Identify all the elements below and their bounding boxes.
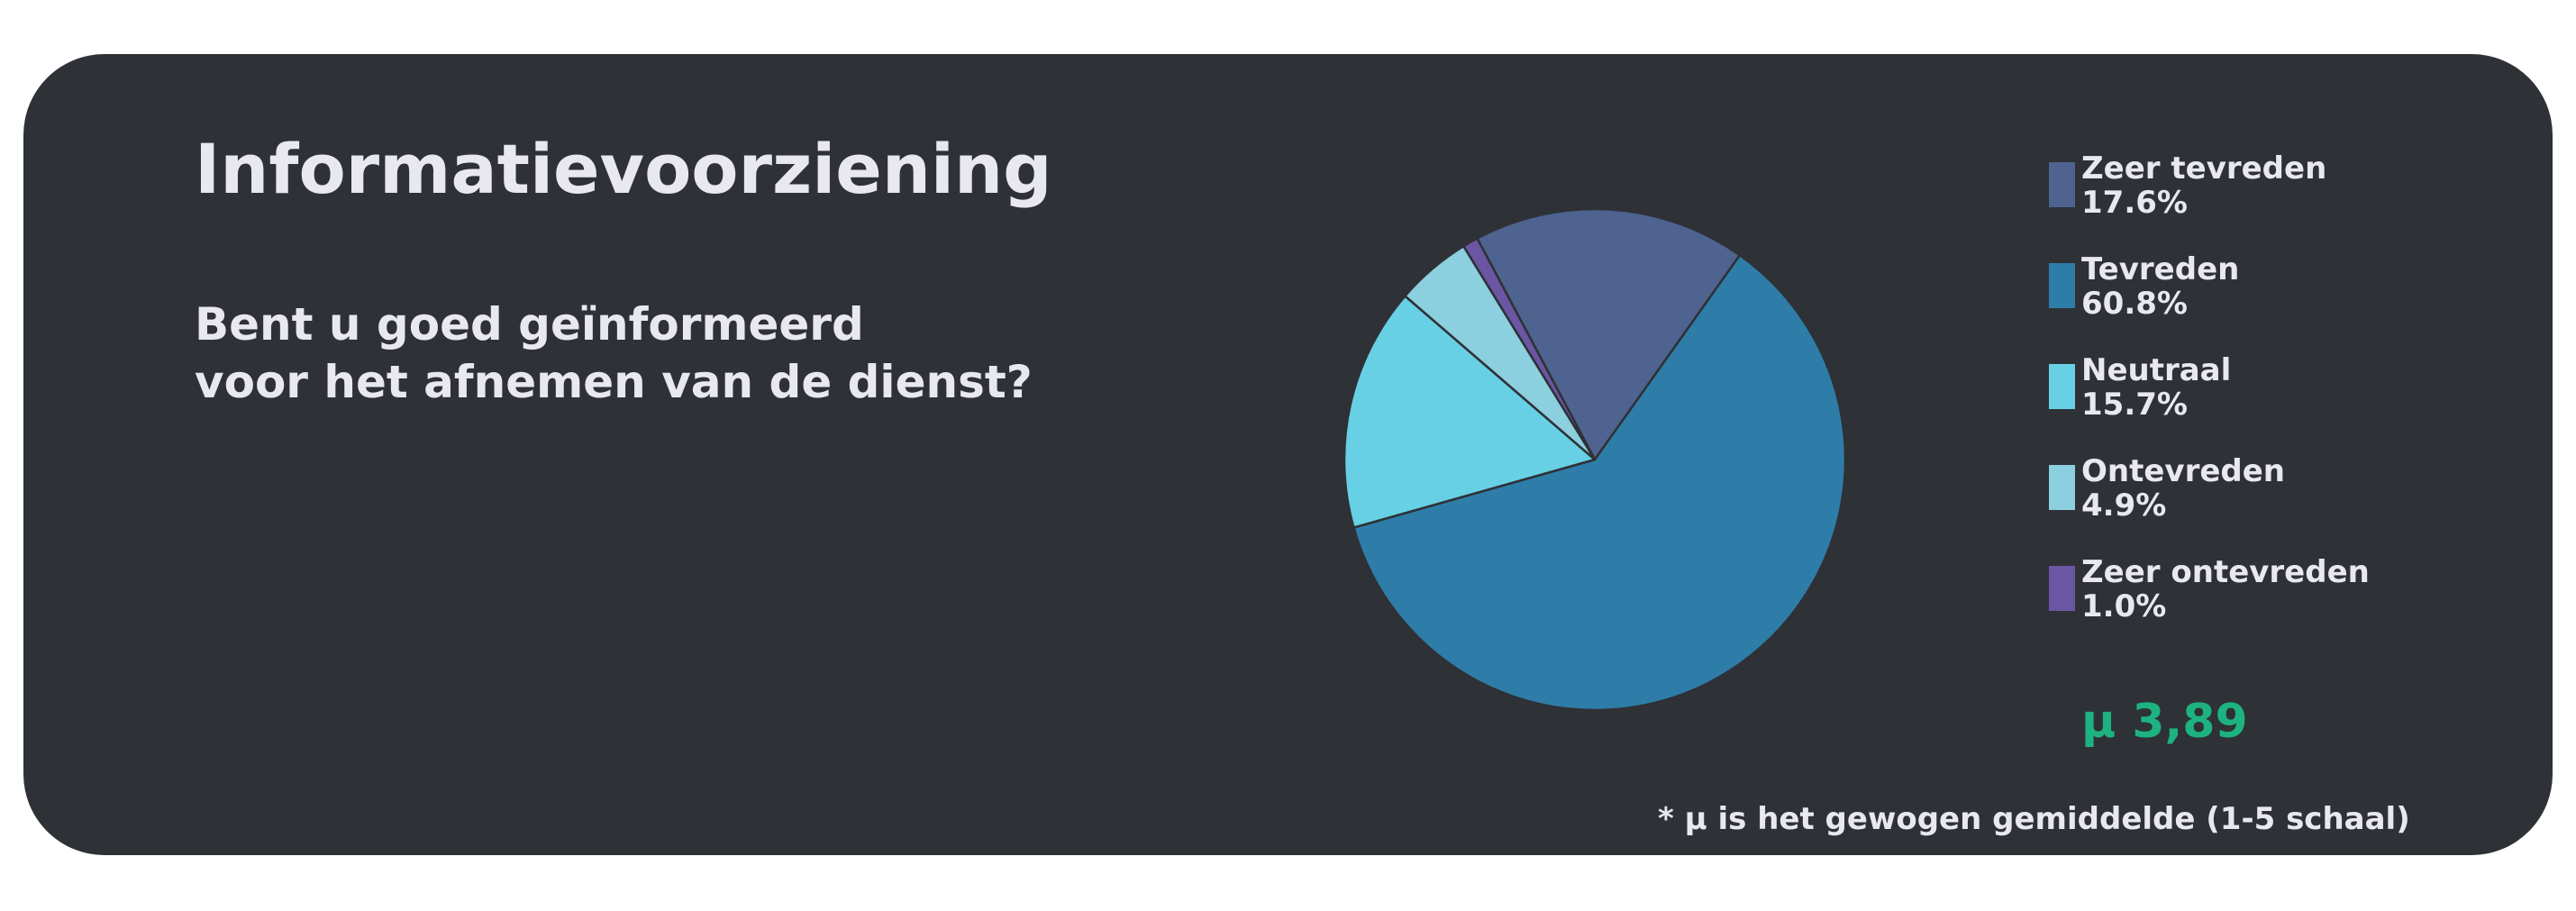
legend-label: Ontevreden — [2081, 453, 2286, 489]
legend-percentage: 17.6% — [2081, 185, 2188, 221]
legend-swatch — [2049, 364, 2075, 409]
legend-text: Neutraal 15.7% — [2081, 353, 2231, 422]
legend-label: Zeer tevreden — [2081, 150, 2327, 187]
pie-slice-tevreden — [1352, 254, 1847, 712]
legend-label: Neutraal — [2081, 352, 2232, 388]
legend-text: Tevreden 60.8% — [2081, 252, 2239, 321]
legend-text: Zeer tevreden 17.6% — [2081, 151, 2326, 220]
weighted-mean-label: μ 3,89 — [2081, 695, 2248, 749]
legend-swatch — [2049, 566, 2075, 611]
chart-title: Informatievoorziening — [195, 129, 1052, 209]
survey-question-line-2: voor het afnemen van de dienst? — [195, 356, 1033, 408]
legend-swatch — [2049, 263, 2075, 308]
legend-percentage: 1.0% — [2081, 588, 2167, 624]
pie-chart — [1343, 207, 1847, 712]
pie-slice-zeer-ontevreden — [1462, 237, 1597, 461]
chart-card: Informatievoorziening Bent u goed geïnfo… — [23, 54, 2553, 855]
pie-slice-zeer-tevreden — [1476, 207, 1742, 461]
legend-swatch — [2049, 162, 2075, 207]
legend-percentage: 15.7% — [2081, 387, 2188, 423]
legend-percentage: 60.8% — [2081, 286, 2188, 322]
legend-text: Ontevreden 4.9% — [2081, 454, 2285, 523]
legend-text: Zeer ontevreden 1.0% — [2081, 555, 2370, 624]
survey-question: Bent u goed geïnformeerd voor het afneme… — [195, 296, 1033, 411]
legend-label: Tevreden — [2081, 251, 2240, 287]
legend-swatch — [2049, 465, 2075, 510]
survey-question-line-1: Bent u goed geïnformeerd — [195, 298, 864, 351]
legend-label: Zeer ontevreden — [2081, 554, 2370, 590]
pie-slice-neutraal — [1343, 295, 1597, 529]
footnote: * μ is het gewogen gemiddelde (1-5 schaa… — [1658, 801, 2410, 837]
legend-percentage: 4.9% — [2081, 487, 2167, 524]
